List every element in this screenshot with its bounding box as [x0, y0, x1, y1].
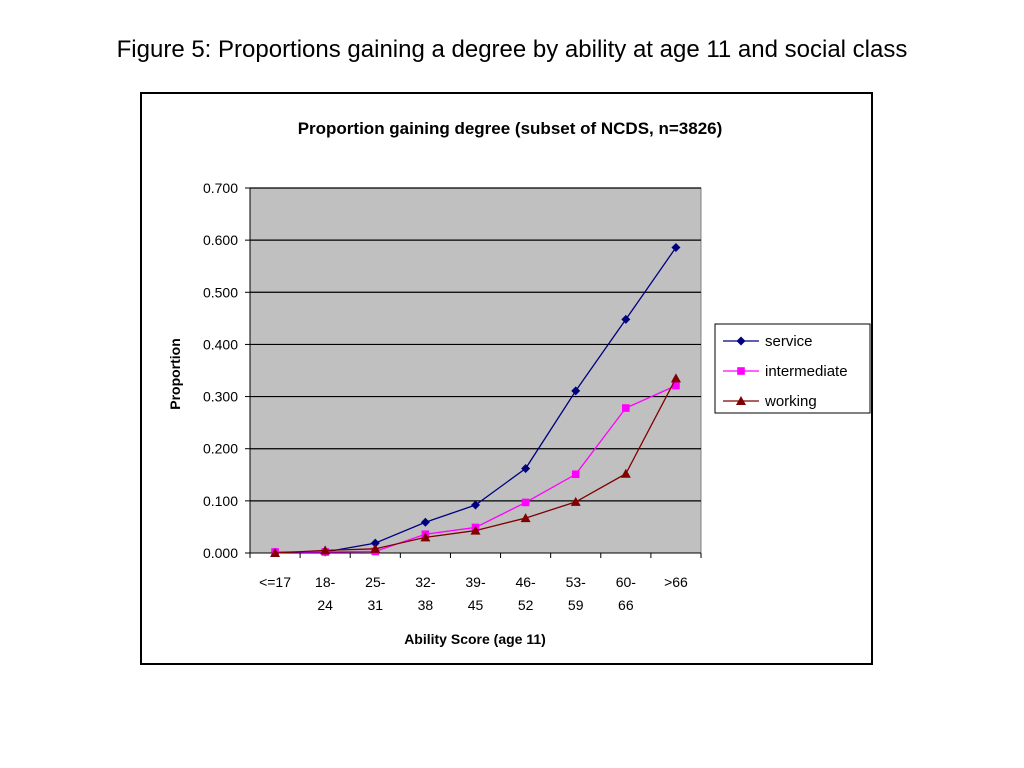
data-point-working	[320, 545, 331, 555]
y-tick-label: 0.000	[203, 545, 238, 561]
x-tick-label: 60-66	[616, 574, 637, 613]
data-point-service	[671, 242, 681, 252]
y-axis-label: Proportion	[167, 338, 183, 410]
y-tick-label: 0.700	[203, 180, 238, 196]
data-point-working	[670, 373, 681, 383]
data-point-service	[471, 500, 480, 510]
plot-background	[249, 187, 702, 554]
x-axis-label: Ability Score (age 11)	[404, 631, 546, 647]
legend: service intermediate working	[714, 323, 871, 414]
legend-marker-working	[736, 396, 746, 405]
data-point-working	[620, 468, 631, 478]
data-point-service	[370, 538, 380, 548]
data-point-service	[420, 517, 430, 527]
data-point-working	[270, 548, 281, 557]
chart-canvas: Proportion gaining degree (subset of NCD…	[167, 119, 871, 647]
y-tick-label: 0.600	[203, 232, 238, 248]
legend-label-service: service	[765, 333, 813, 350]
data-point-intermediate	[672, 381, 680, 390]
x-tick-label: 53-59	[566, 574, 587, 613]
data-point-service	[521, 464, 531, 474]
y-tick-label: 0.300	[203, 389, 238, 405]
x-tick-label: 25-31	[365, 574, 386, 613]
x-tick-label: 39-45	[465, 574, 486, 613]
data-point-working	[520, 513, 531, 523]
x-tick-label: >66	[664, 574, 688, 590]
x-tick-label: 46-52	[515, 574, 536, 613]
chart-frame: Proportion gaining degree (subset of NCD…	[140, 92, 873, 665]
x-tick-label: <=17	[259, 574, 291, 590]
chart-title: Proportion gaining degree (subset of NCD…	[298, 119, 723, 138]
legend-marker-service	[736, 336, 746, 346]
data-point-intermediate	[622, 404, 630, 412]
data-point-intermediate	[521, 498, 530, 507]
plot-area: 0.000 0.100 0.200 0.300 0.400 0.500 0.600 0.700…	[203, 180, 702, 613]
data-point-service	[571, 386, 581, 396]
legend-marker-intermediate	[737, 367, 745, 375]
data-point-intermediate	[571, 470, 580, 479]
legend-label-working: working	[764, 393, 817, 410]
data-point-working	[370, 543, 381, 553]
slide-title: Figure 5: Proportions gaining a degree b…	[116, 36, 908, 63]
legend-label-intermediate: intermediate	[765, 363, 848, 380]
y-tick-label: 0.500	[203, 284, 238, 300]
x-tick-label: 18-24	[315, 574, 336, 613]
data-point-service	[621, 314, 631, 324]
y-tick-label: 0.100	[203, 493, 238, 509]
data-point-working	[470, 525, 481, 535]
y-tick-label: 0.200	[203, 441, 238, 457]
x-tick-label: 32-38	[415, 574, 436, 613]
data-point-working	[420, 532, 431, 542]
y-tick-label: 0.400	[203, 336, 238, 352]
data-point-working	[570, 496, 581, 506]
